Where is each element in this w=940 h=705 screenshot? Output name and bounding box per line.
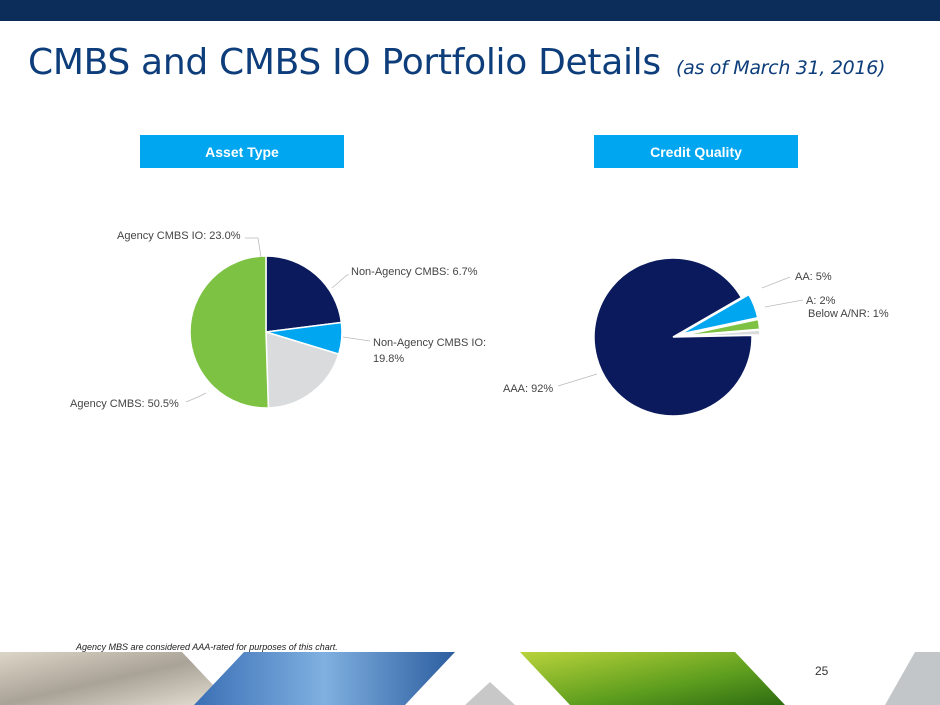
label-a: A: 2% (806, 295, 836, 307)
label-non-agency-cmbs-io-line1: Non-Agency CMBS IO: (373, 337, 486, 349)
title-text: CMBS and CMBS IO Portfolio Details (28, 42, 661, 83)
page-number: 25 (815, 664, 829, 678)
label-non-agency-cmbs-io: Non-Agency CMBS IO: 19.8% (373, 337, 489, 365)
page-title: CMBS and CMBS IO Portfolio Details (as o… (28, 42, 885, 83)
leader-non-agency-cmbs-io (342, 336, 371, 342)
asset-type-pie (189, 255, 343, 409)
pie-slice-aaa (593, 257, 753, 417)
top-banner (0, 0, 940, 21)
credit-quality-pie (593, 257, 761, 417)
label-agency-cmbs: Agency CMBS: 50.5% (70, 398, 179, 410)
leader-agency-cmbs-io (245, 237, 262, 258)
asset-type-header: Asset Type (140, 135, 344, 168)
label-aa: AA: 5% (795, 271, 832, 283)
label-agency-cmbs-io: Agency CMBS IO: 23.0% (117, 230, 241, 242)
pie-slice-non-agency-cmbs-io (265, 330, 340, 409)
pie-labels: Agency CMBS IO: 23.0% Non-Agency CMBS: 6… (70, 230, 889, 410)
label-below-a-nr: Below A/NR: 1% (808, 308, 889, 320)
leader-agency-cmbs (185, 392, 207, 403)
decorative-photo-strip (0, 652, 940, 705)
leader-non-agency-cmbs (331, 274, 349, 289)
credit-quality-header: Credit Quality (594, 135, 798, 168)
grey-triangle (465, 682, 515, 705)
page-subtitle: (as of March 31, 2016) (675, 57, 886, 79)
leader-aaa (557, 373, 598, 387)
label-aaa: AAA: 92% (503, 383, 553, 395)
pie-slice-aa (680, 293, 759, 335)
leader-aa (761, 276, 791, 289)
pie-slice-agency-cmbs (189, 255, 270, 409)
grey-shard (885, 652, 940, 705)
leaf-photo (520, 652, 785, 705)
pie-slice-a (680, 318, 761, 337)
label-non-agency-cmbs-io-line2: 19.8% (373, 353, 404, 365)
sky-photo (194, 652, 455, 705)
leader-a (764, 299, 804, 308)
label-non-agency-cmbs: Non-Agency CMBS: 6.7% (351, 266, 478, 278)
rope-photo (0, 652, 232, 705)
footnote: Agency MBS are considered AAA-rated for … (76, 642, 338, 652)
pie-slice-agency-cmbs-io (265, 255, 343, 333)
